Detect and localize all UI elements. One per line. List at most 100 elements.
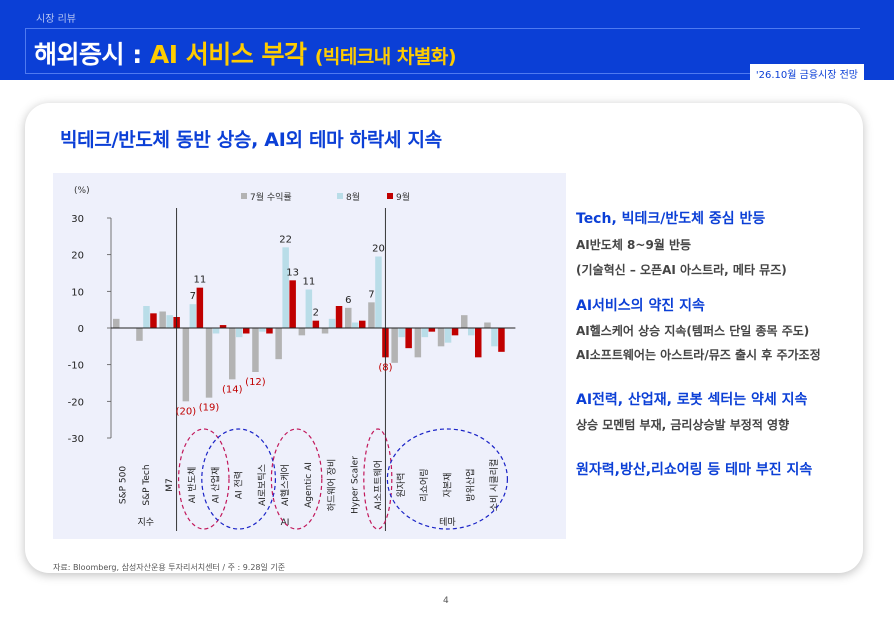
bar-리쇼어링-s1 — [414, 328, 422, 358]
bar-AgenticAI-s1 — [298, 328, 306, 336]
bar-자본재-s1 — [437, 328, 445, 347]
bar-AI로보틱스-s1 — [252, 328, 259, 372]
bar-자본재-s3 — [451, 328, 459, 336]
bar-AI산업재-s1 — [205, 328, 213, 398]
data-label-11: 6 — [345, 295, 351, 306]
data-label-8: 13 — [286, 267, 299, 278]
bar-소비시클리컬-s3 — [498, 328, 505, 352]
data-label-13: 20 — [372, 244, 385, 255]
legend-label-1: 7월 수익률 — [250, 191, 292, 203]
bar-방위산업-s1 — [461, 315, 468, 328]
group-label-테마: 테마 — [439, 517, 456, 528]
bar-원자력-s1 — [391, 328, 398, 363]
y-tick-label: -30 — [68, 434, 84, 445]
data-label-12: 7 — [368, 289, 374, 300]
source-note: 자료: Bloomberg, 삼성자산운용 투자리서치센터 / 주 : 9.28… — [53, 563, 286, 572]
bar-M7-s2 — [166, 315, 173, 328]
legend-swatch-3 — [387, 193, 393, 199]
data-label-2: 11 — [193, 275, 206, 286]
bar-AI반도체-s2 — [189, 304, 197, 328]
bar-AI반도체-s1 — [182, 328, 190, 402]
category-label: S&P Tech — [142, 464, 152, 505]
page-title: 해외증시 : AI 서비스 부각 (빅테크내 차별화) — [34, 35, 457, 71]
y-tick-label: 10 — [71, 287, 84, 298]
bar-하드웨어장비-s2 — [328, 318, 336, 328]
bar-AI소프트웨어-s1 — [368, 302, 375, 328]
title-frame — [25, 28, 860, 74]
group-label-지수: 지수 — [138, 517, 155, 528]
bar-원자력-s2 — [398, 328, 405, 338]
bar-AI헬스케어-s3 — [289, 280, 296, 328]
category-label: S&P 500 — [119, 466, 129, 504]
bar-원자력-s3 — [405, 328, 412, 349]
bar-AI로보틱스-s3 — [266, 328, 273, 334]
category-label: Hyper Scaler — [351, 456, 361, 514]
y-tick-label: 20 — [71, 251, 84, 262]
legend-label-3: 9월 — [396, 191, 410, 203]
data-label-4: (19) — [199, 403, 220, 414]
bar-AI소프트웨어-s2 — [375, 256, 382, 328]
bar-AgenticAI-s3 — [312, 320, 320, 328]
data-label-5: (14) — [222, 384, 243, 395]
data-label-3: (20) — [176, 406, 197, 417]
data-label-9: 11 — [302, 277, 315, 288]
category-label: AI 산업재 — [210, 467, 221, 504]
category-label: Agentic AI — [304, 462, 314, 508]
highlight-ellipse-1 — [178, 428, 230, 530]
bar-소비시클리컬-s2 — [491, 328, 498, 347]
bar-M7-s1 — [159, 311, 166, 328]
bar-HyperScaler-s3 — [359, 320, 366, 328]
bar-리쇼어링-s3 — [428, 328, 436, 332]
y-unit-label: (%) — [74, 186, 90, 196]
category-label: 리쇼어링 — [418, 468, 430, 501]
category-label: 방위산업 — [466, 468, 477, 501]
highlight-ellipse-2 — [201, 428, 277, 530]
legend-label-2: 8월 — [346, 191, 360, 203]
commentary-heading-1: Tech, 빅테크/반도체 중심 반등 — [576, 211, 766, 227]
group-label-AI: AI — [281, 518, 290, 528]
bar-AI로보틱스-s2 — [259, 328, 266, 332]
commentary-line-1-2: (기술혁신 – 오픈AI 아스트라, 메타 뮤즈) — [576, 263, 787, 277]
title-highlight: AI 서비스 부각 — [149, 40, 307, 69]
highlight-ellipse-5 — [386, 428, 508, 530]
bar-HyperScaler-s1 — [345, 307, 352, 328]
commentary-line-2-1: AI헬스케어 상승 지속(템퍼스 단일 종목 주도) — [576, 324, 810, 338]
category-label: AI로보틱스 — [256, 464, 268, 506]
commentary-heading-3: AI전력, 산업재, 로봇 섹터는 약세 지속 — [576, 392, 808, 408]
card-title: 빅테크/반도체 동반 상승, AI외 테마 하락세 지속 — [60, 129, 442, 151]
highlight-ellipse-4 — [363, 428, 393, 530]
bar-방위산업-s2 — [468, 328, 475, 336]
bar-소비시클리컬-s1 — [484, 322, 491, 328]
bar-HyperScaler-s2 — [352, 322, 359, 328]
breadcrumb: 시장 리뷰 — [36, 14, 76, 25]
bar-SPTech-s3 — [150, 313, 157, 328]
bar-AI산업재-s2 — [212, 328, 220, 334]
category-label: 자본재 — [442, 473, 453, 498]
data-label-10: 2 — [313, 308, 319, 319]
bar-SPTech-s1 — [136, 328, 143, 341]
y-tick-label: 30 — [71, 214, 84, 225]
commentary-line-2-2: AI소프트웨어는 아스트라/뮤즈 출시 후 주가조정 — [576, 348, 821, 362]
data-label-14: (8) — [378, 362, 392, 373]
category-label: 하드웨어 장비 — [325, 459, 337, 512]
y-tick-label: -10 — [68, 361, 84, 372]
bar-AI헬스케어-s1 — [275, 328, 282, 360]
data-label-7: 22 — [279, 234, 292, 245]
commentary-line-1-1: AI반도체 8~9월 반등 — [576, 238, 692, 252]
title-sub: (빅테크내 차별화) — [314, 46, 457, 68]
category-label: 소비 시클리컬 — [489, 459, 500, 512]
category-label: AI 반도체 — [187, 467, 198, 504]
commentary-heading-2: AI서비스의 약진 지속 — [576, 298, 705, 314]
category-label: AI헬스케어 — [280, 464, 291, 506]
bar-하드웨어장비-s1 — [321, 328, 329, 334]
bar-AI반도체-s3 — [196, 287, 204, 328]
bar-자본재-s2 — [444, 328, 452, 343]
bar-방위산업-s3 — [475, 328, 482, 358]
legend-swatch-2 — [337, 193, 343, 199]
bar-AgenticAI-s2 — [305, 289, 313, 328]
commentary-line-3-1: 상승 모멘텀 부재, 금리상승발 부정적 영향 — [576, 418, 790, 432]
data-label-6: (12) — [245, 377, 266, 388]
bar-AI헬스케어-s2 — [282, 247, 289, 328]
legend-swatch-1 — [241, 193, 247, 199]
bar-SP500-s1 — [113, 318, 120, 328]
